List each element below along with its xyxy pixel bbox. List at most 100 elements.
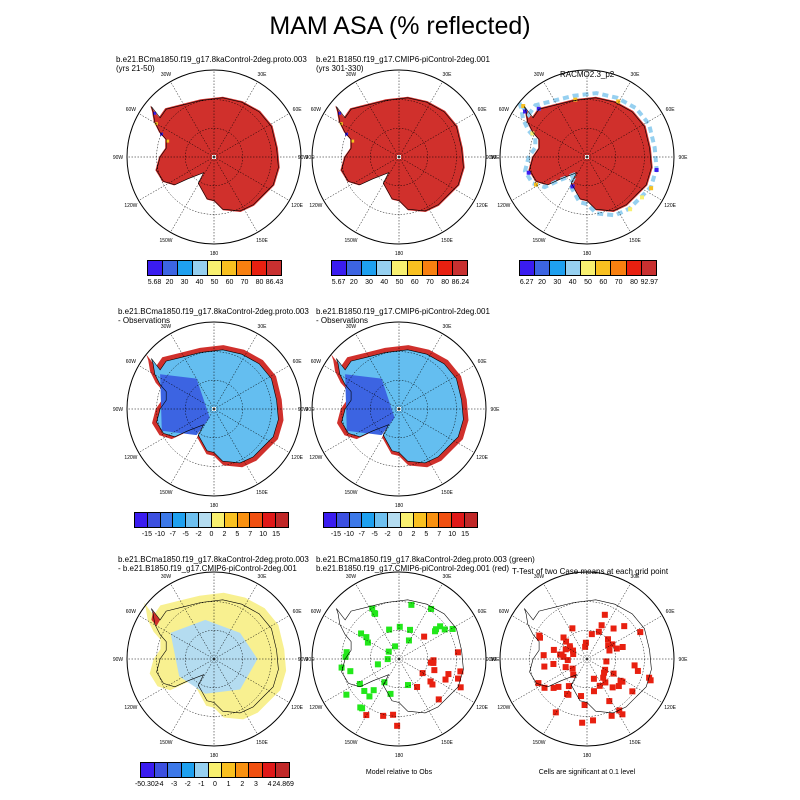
longitude-tick-label: 30W: [534, 72, 545, 78]
significant-cell: [437, 623, 444, 630]
colorbar-label: 5.67: [331, 279, 346, 286]
colorbar-swatch: [324, 513, 337, 527]
panel-title-line: b.e21.B1850.f19_g17.CMIP6-piControl-2deg…: [316, 307, 490, 316]
meridian-line: [213, 615, 290, 660]
colorbar-swatch: [224, 513, 238, 527]
significant-cell: [364, 639, 371, 646]
colorbar-swatch: [263, 513, 277, 527]
significant-cell: [579, 719, 586, 726]
significant-cell: [384, 656, 391, 663]
field-layer: [517, 91, 659, 218]
panel-title-line: b.e21.BCma1850.f19_g17.8kaControl-2deg.p…: [118, 555, 309, 564]
meridian-line: [511, 156, 588, 201]
significant-cell: [588, 631, 595, 638]
coastline: [151, 349, 279, 464]
meridian-line: [398, 658, 475, 703]
colorbar-swatch: [276, 763, 290, 777]
field-layer: [150, 96, 280, 212]
colorbar-swatch: [452, 261, 467, 275]
longitude-tick-label: 120W: [124, 455, 137, 461]
significant-cell: [433, 626, 440, 633]
colorbar-label: -2: [184, 781, 191, 788]
meridian-line: [511, 615, 588, 660]
panel-title-line: T-Test of two Case means at each grid po…: [512, 567, 669, 576]
panel-title: RACMO2.3_p2: [560, 70, 614, 79]
significant-cell: [392, 643, 399, 650]
significant-cell: [380, 712, 387, 719]
longitude-tick-label: 120W: [497, 705, 510, 711]
significant-cell: [343, 691, 350, 698]
field-layer: [524, 599, 654, 726]
colorbar-label: 86.24: [451, 279, 470, 286]
panel-title: b.e21.BCma1850.f19_g17.8kaControl-2deg.p…: [316, 555, 535, 573]
longitude-tick-label: 120W: [497, 203, 510, 209]
significant-cell: [562, 664, 569, 671]
longitude-tick-label: 180: [583, 753, 592, 759]
colorbar-label: 20: [349, 279, 358, 286]
meridian-line: [138, 408, 215, 453]
colorbar-label: 2: [411, 531, 416, 538]
significant-cell: [610, 625, 617, 632]
longitude-tick-label: 60E: [293, 609, 303, 615]
latitude-circle: [529, 99, 645, 215]
meridian-line: [586, 615, 663, 660]
significant-cell: [601, 611, 608, 618]
meridian-line: [213, 658, 290, 703]
longitude-tick-label: 60E: [478, 359, 488, 365]
longitude-tick-label: 150W: [159, 490, 172, 496]
significant-cell: [565, 691, 572, 698]
colorbar-swatch: [332, 261, 348, 275]
colorbar-label: 60: [599, 279, 608, 286]
colorbar: 6.27 20 30 40 50 60 70 80 92.97: [519, 260, 658, 286]
significant-cell: [358, 630, 365, 637]
significant-cell: [604, 636, 611, 643]
colorbar-swatch: [611, 261, 627, 275]
significant-cell: [613, 645, 620, 652]
longitude-tick-label: 150W: [532, 238, 545, 244]
meridian-line: [398, 333, 443, 410]
longitude-tick-label: 60W: [126, 609, 137, 615]
significant-cell: [540, 652, 547, 659]
significant-cell: [637, 629, 644, 636]
colorbar-label: 86.43: [265, 279, 284, 286]
significant-cell: [430, 659, 437, 666]
colorbar-swatch: [580, 261, 597, 275]
ice-sheet-fill: [523, 96, 653, 212]
significant-cell: [427, 659, 434, 666]
colorbar-swatch: [422, 261, 438, 275]
significant-cell: [570, 647, 577, 654]
colorbar-label: 20: [165, 279, 174, 286]
longitude-tick-label: 60W: [499, 609, 510, 615]
ice-sheet-fill: [150, 96, 280, 212]
significant-cell: [396, 623, 403, 630]
colorbar: -15 -10 -7 -5 -2 0 2 5 7 10 15: [323, 512, 478, 538]
significant-cell: [408, 601, 415, 608]
map-boundary: [499, 571, 675, 747]
ice-sheet-fill: [335, 96, 465, 212]
significant-cell: [455, 675, 462, 682]
pole-cell: [212, 155, 216, 159]
significant-cell: [419, 670, 426, 677]
colorbar-swatch: [465, 513, 477, 527]
significant-cell: [405, 682, 412, 689]
latitude-circle: [558, 630, 616, 688]
significant-cell: [371, 610, 378, 617]
longitude-tick-label: 90E: [679, 657, 689, 663]
colorbar-label: 10: [448, 531, 457, 538]
longitude-tick-label: 60W: [499, 107, 510, 113]
significant-cell: [361, 687, 368, 694]
significant-cell: [616, 707, 623, 714]
coastal-cell: [534, 182, 539, 187]
significant-cell: [595, 628, 602, 635]
pole-cell: [212, 407, 216, 411]
longitude-tick-label: 120E: [664, 203, 676, 209]
colorbar-label: 30: [553, 279, 562, 286]
colorbar-swatch: [207, 261, 223, 275]
colorbar-label: 80: [441, 279, 450, 286]
colorbar-swatch: [276, 513, 288, 527]
meridian-line: [398, 156, 443, 233]
colorbar-label: 40: [380, 279, 389, 286]
significant-cell: [536, 632, 543, 639]
meridian-line: [398, 408, 475, 453]
longitude-tick-label: 150E: [256, 238, 268, 244]
